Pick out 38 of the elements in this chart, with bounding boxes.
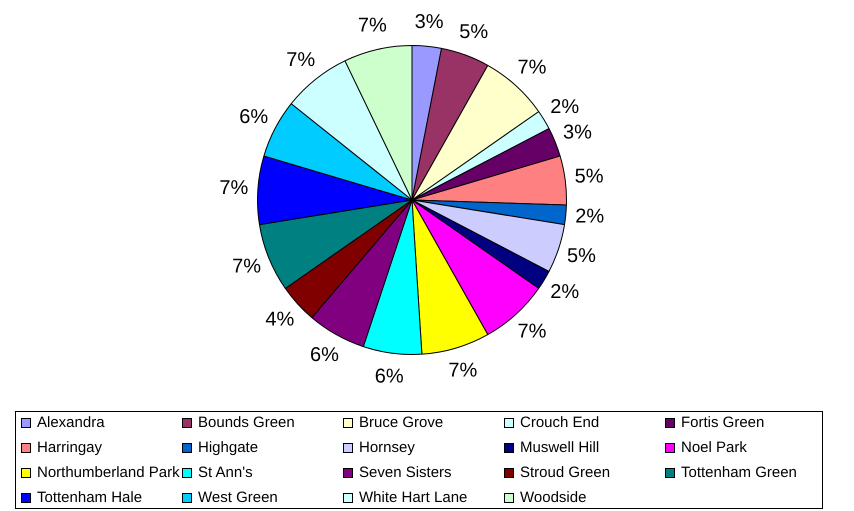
- data-label: 7%: [358, 14, 387, 36]
- legend-label: White Hart Lane: [359, 489, 468, 506]
- legend-label: Harringay: [37, 439, 102, 456]
- data-label: 5%: [459, 21, 488, 43]
- legend-label: Crouch End: [520, 414, 600, 431]
- data-label: 3%: [414, 10, 444, 33]
- legend-label: West Green: [198, 489, 278, 506]
- data-label: 6%: [239, 106, 268, 128]
- data-label: 6%: [310, 344, 340, 366]
- data-label: 5%: [574, 166, 604, 188]
- legend-label: Fortis Green: [681, 414, 764, 431]
- legend-label: St Ann's: [198, 464, 253, 481]
- data-label: 2%: [575, 206, 604, 228]
- legend-label: Stroud Green: [520, 464, 610, 481]
- legend-label: Tottenham Hale: [37, 489, 142, 506]
- legend-label: Bounds Green: [198, 414, 295, 431]
- legend-label: Highgate: [198, 439, 258, 456]
- data-label: 7%: [518, 56, 547, 78]
- data-label: 7%: [448, 360, 478, 382]
- data-label: 3%: [563, 122, 592, 144]
- legend-label: Seven Sisters: [359, 464, 452, 481]
- legend-label: Hornsey: [359, 439, 415, 456]
- data-label: 7%: [219, 177, 249, 200]
- data-label: 2%: [550, 281, 580, 304]
- legend-label: Bruce Grove: [359, 414, 444, 431]
- legend-label: Alexandra: [37, 414, 105, 431]
- legend-label: Woodside: [520, 489, 586, 506]
- legend-label: Noel Park: [681, 439, 747, 456]
- data-label: 2%: [550, 96, 580, 118]
- data-label: 7%: [232, 256, 262, 278]
- data-label: 5%: [566, 244, 596, 267]
- data-label: 6%: [374, 366, 404, 388]
- data-label: 4%: [265, 308, 295, 331]
- data-label: 7%: [518, 320, 547, 343]
- legend-label: Muswell Hill: [520, 439, 600, 456]
- legend-label: Tottenham Green: [681, 464, 797, 481]
- data-label: 7%: [286, 48, 316, 71]
- legend-label: Northumberland Park: [37, 464, 180, 481]
